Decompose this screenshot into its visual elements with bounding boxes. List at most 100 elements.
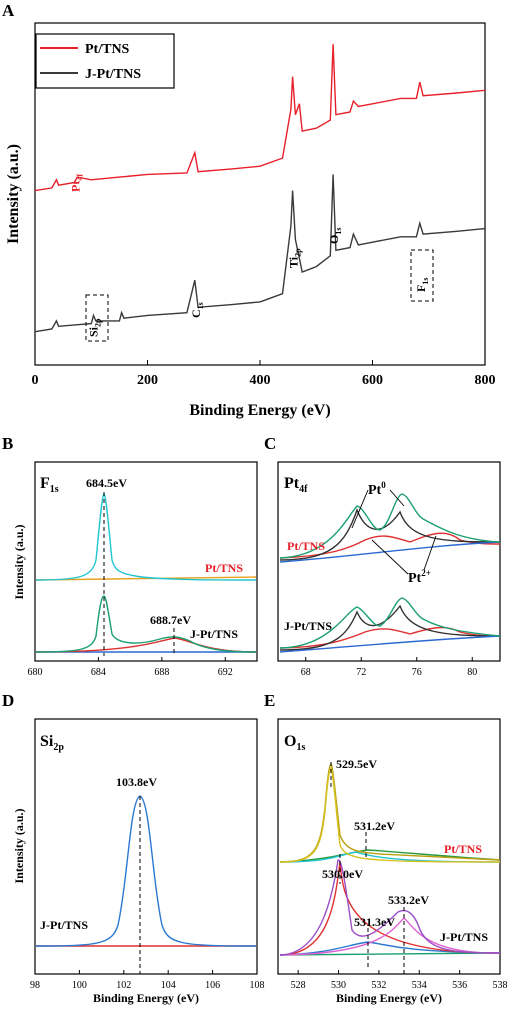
- label-j-pt-tns: J-Pt/TNS: [40, 918, 88, 932]
- label-pt0: Pt0: [368, 480, 386, 498]
- peak-annotation-si-2p: Si2p: [86, 318, 102, 337]
- panel-b-letter: B: [2, 434, 13, 453]
- panel-e-frame: [277, 718, 501, 975]
- x-tick-label: 528: [291, 980, 306, 991]
- peak-label-531-3: 531.3eV: [354, 915, 395, 929]
- x-tick-label: 104: [161, 980, 176, 991]
- x-tick-label: 80: [467, 667, 477, 678]
- panel-d-element-label: Si2p: [40, 733, 64, 753]
- panel-b: B 680 684 688 692 Intensity (a.u.) F1s 684.…: [2, 434, 258, 678]
- series-line-pt-tns: [34, 44, 486, 192]
- x-tick-label: 692: [218, 667, 233, 678]
- pt-tns-o1s-peak: [279, 767, 501, 863]
- x-tick-label: 76: [412, 667, 422, 678]
- peak-annotation-pt-4f: Pt4f: [68, 174, 84, 192]
- peak-label-529-5: 529.5eV: [336, 757, 377, 771]
- label-pt-tns: Pt/TNS: [287, 539, 325, 553]
- f-1s-highlight-box: [410, 249, 434, 302]
- peak-annotation-o-1s: O1s: [327, 228, 343, 244]
- panel-a-peak-annotations: Pt4f Si2p C1s Ti2p O1s F1s: [68, 174, 429, 337]
- x-tick-label: 72: [356, 667, 366, 678]
- pt-tns-fit-cyan: [279, 851, 501, 863]
- label-j-pt-tns: J-Pt/TNS: [440, 930, 488, 944]
- panel-b-frame: [34, 461, 258, 662]
- j-pt-tns-fit-red: [279, 626, 501, 649]
- pt2plus-arrow-right: [423, 535, 437, 571]
- x-tick-label: 0: [32, 373, 39, 388]
- x-tick-label: 600: [362, 373, 383, 388]
- panel-b-y-axis-label: Intensity (a.u.): [12, 524, 26, 599]
- j-pt-tns-envelope: [279, 597, 501, 649]
- panel-b-x-ticks: 680 684 688 692: [28, 657, 233, 678]
- j-pt-tns-baseline: [279, 635, 501, 653]
- peak-annotation-c-1s: C1s: [189, 302, 205, 318]
- peak-label-684-5: 684.5eV: [86, 476, 127, 490]
- pt2plus-arrow-left: [371, 539, 409, 575]
- panel-e-element-label: O1s: [284, 733, 305, 753]
- legend-entry-j-pt-tns: J-Pt/TNS: [85, 67, 141, 82]
- x-tick-label: 108: [250, 980, 265, 991]
- panel-e-letter: E: [264, 691, 275, 710]
- panel-a-letter: A: [2, 1, 15, 20]
- x-tick-label: 532: [371, 980, 386, 991]
- peak-annotation-ti-2p: Ti2p: [287, 248, 303, 268]
- pt0-arrow-right: [389, 489, 405, 507]
- x-tick-label: 530: [331, 980, 346, 991]
- x-tick-label: 68: [301, 667, 311, 678]
- legend-entry-pt-tns: Pt/TNS: [85, 42, 130, 57]
- x-tick-label: 100: [72, 980, 87, 991]
- j-pt-tns-o1s-envelope: [279, 859, 501, 956]
- panel-c-frame: [277, 461, 501, 662]
- panel-b-element-label: F1s: [40, 475, 59, 495]
- panel-d: D 98 100 102 104 106 108 Binding Energy (eV) …: [2, 691, 265, 1005]
- panel-d-letter: D: [2, 691, 14, 710]
- panel-a: A 0 200 400 600 800 Binding Energy (eV) Inte…: [2, 1, 496, 419]
- x-tick-label: 684: [91, 667, 106, 678]
- peak-label-530-0: 530.0eV: [322, 867, 363, 881]
- panel-d-x-ticks: 98 100 102 104 106 108: [30, 970, 265, 991]
- j-pt-tns-f1s-envelope: [35, 595, 257, 653]
- panel-d-x-axis-label: Binding Energy (eV): [93, 991, 199, 1005]
- pt-tns-baseline: [35, 576, 257, 581]
- label-pt-tns: Pt/TNS: [444, 842, 482, 856]
- pt-tns-fit-green: [279, 849, 501, 863]
- label-j-pt-tns: J-Pt/TNS: [190, 627, 238, 641]
- panel-a-y-axis-label: Intensity (a.u.): [5, 144, 22, 244]
- panel-c-x-ticks: 68 72 76 80: [301, 657, 477, 678]
- panel-c-letter: C: [264, 434, 276, 453]
- x-tick-label: 200: [137, 373, 158, 388]
- panel-a-x-axis-label: Binding Energy (eV): [189, 402, 330, 419]
- x-tick-label: 102: [116, 980, 131, 991]
- peak-label-531-2: 531.2eV: [354, 819, 395, 833]
- x-tick-label: 400: [250, 373, 271, 388]
- legend: Pt/TNS J-Pt/TNS: [35, 33, 175, 89]
- peak-label-103-8: 103.8eV: [116, 775, 157, 789]
- peak-annotation-f-1s: F1s: [414, 278, 430, 292]
- x-tick-label: 688: [154, 667, 169, 678]
- x-tick-label: 800: [475, 373, 496, 388]
- x-tick-label: 98: [30, 980, 40, 991]
- pt0-arrow-left: [351, 489, 369, 529]
- legend-box: [35, 33, 175, 89]
- panel-e: E 528 530 532 534 536 538 Binding Energy (eV)…: [264, 691, 508, 1005]
- si-2p-highlight-box: [85, 294, 109, 342]
- panel-e-x-ticks: 528 530 532 534 536 538: [291, 970, 508, 991]
- pt-tns-f1s-peak: [35, 493, 257, 581]
- panel-c: C 68 72 76 80 Pt4f Pt/TNS J-Pt/TNS Pt0 Pt2+: [264, 434, 501, 678]
- j-pt-tns-fit-pink: [279, 917, 501, 956]
- panel-d-frame: [34, 718, 258, 975]
- j-pt-tns-baseline: [279, 952, 501, 956]
- j-pt-tns-fit-red: [279, 861, 501, 956]
- x-tick-label: 106: [205, 980, 220, 991]
- panel-d-y-axis-label: Intensity (a.u.): [12, 808, 26, 883]
- panel-a-x-ticks: 0 200 400 600 800: [32, 360, 496, 388]
- x-tick-label: 680: [28, 667, 43, 678]
- pt-tns-fit-red: [279, 532, 501, 559]
- label-j-pt-tns: J-Pt/TNS: [284, 619, 332, 633]
- pt-tns-baseline: [279, 541, 501, 563]
- x-tick-label: 538: [493, 980, 508, 991]
- pt-tns-fit-black: [279, 507, 501, 561]
- panel-e-x-axis-label: Binding Energy (eV): [336, 991, 442, 1005]
- peak-label-688-7: 688.7eV: [150, 613, 191, 627]
